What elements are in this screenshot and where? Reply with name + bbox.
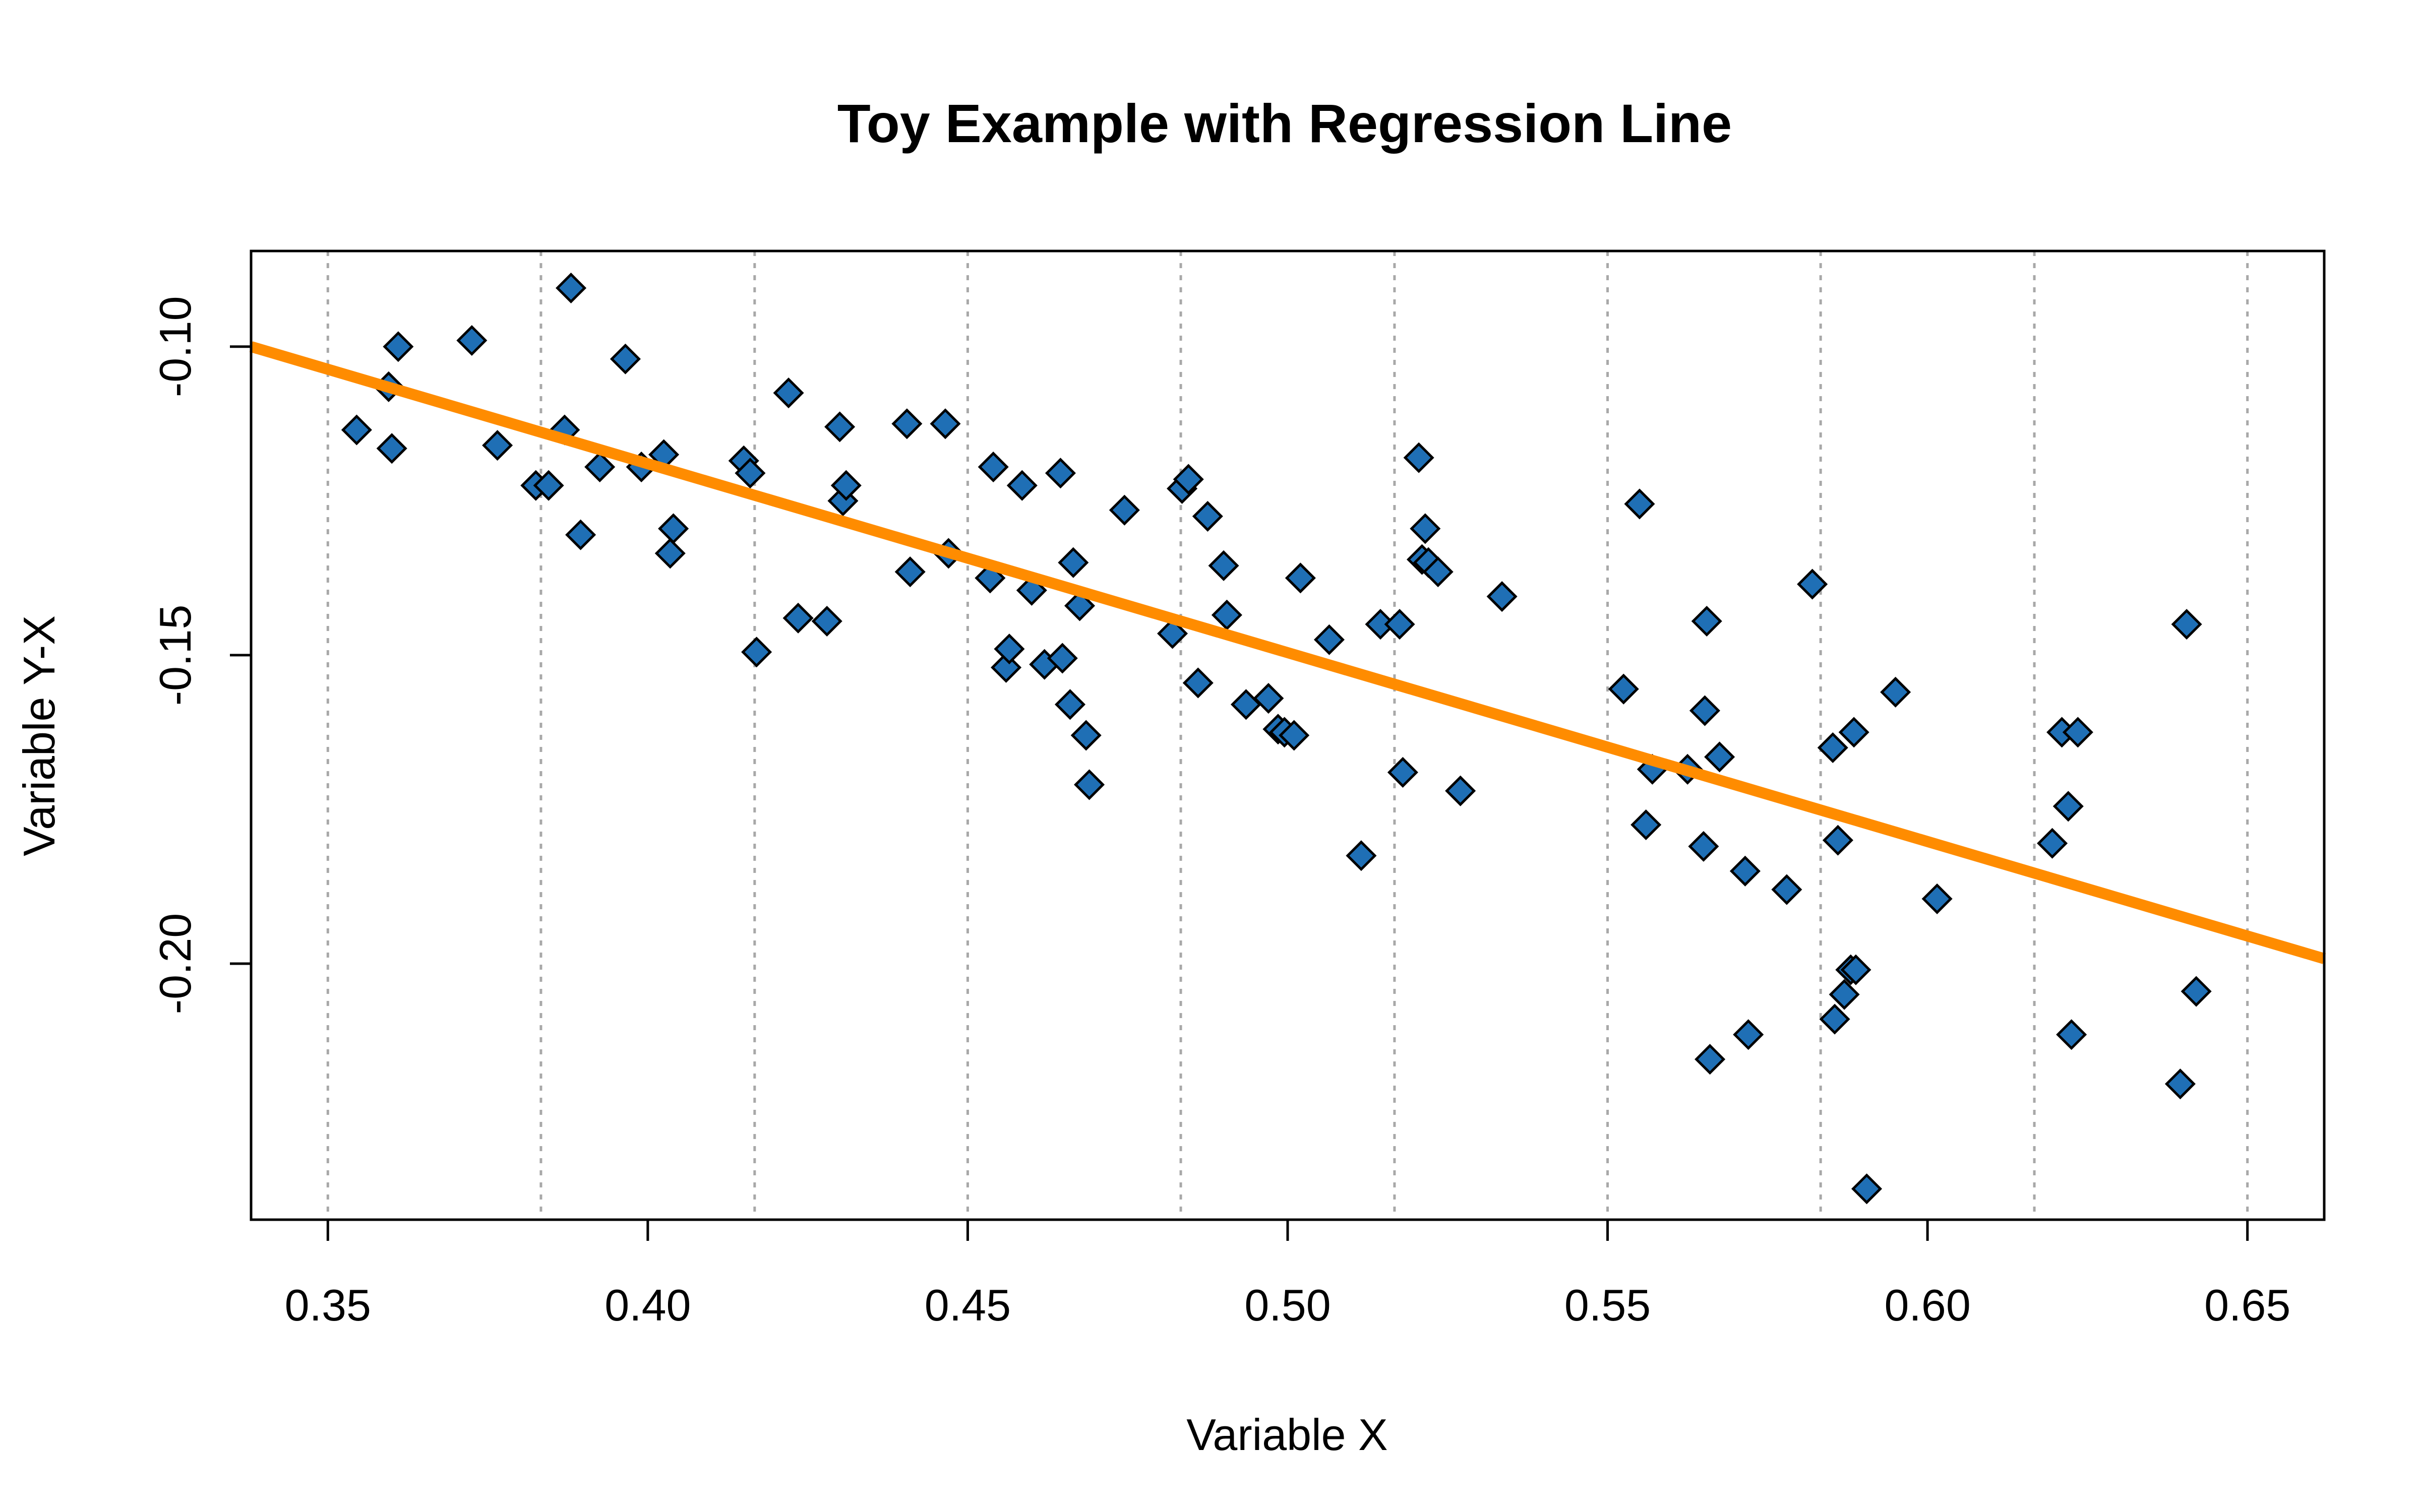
data-point — [735, 458, 766, 489]
x-tick-label: 0.40 — [604, 1280, 691, 1330]
data-point — [2062, 717, 2093, 748]
data-point — [1006, 470, 1038, 501]
data-point — [1182, 667, 1214, 699]
data-point — [830, 470, 862, 501]
data-point — [1058, 547, 1089, 578]
data-point — [1486, 581, 1518, 612]
x-axis: 0.35 0.40 0.45 0.50 0.55 0.60 0.65 — [285, 1218, 2290, 1330]
data-point — [341, 414, 372, 446]
data-point — [1422, 556, 1454, 588]
data-point — [1608, 673, 1639, 705]
data-point — [1074, 769, 1105, 800]
data-point — [2181, 976, 2212, 1007]
data-point — [376, 433, 407, 464]
data-point — [1346, 840, 1377, 871]
data-point — [891, 408, 923, 439]
data-point — [741, 637, 772, 668]
vertical-gridlines — [326, 251, 2249, 1220]
data-point — [1279, 720, 1310, 751]
data-point — [1403, 442, 1434, 473]
regression-line — [249, 341, 2326, 964]
data-point — [1688, 831, 1719, 862]
y-axis: -0.10 -0.15 -0.20 — [150, 296, 253, 1015]
data-point — [1838, 717, 1869, 748]
data-point — [1733, 1019, 1764, 1050]
regression-line-group — [249, 341, 2326, 964]
x-tick-label: 0.45 — [925, 1280, 1011, 1330]
x-tick-label: 0.65 — [2204, 1280, 2290, 1330]
data-point — [1410, 513, 1441, 544]
data-point — [930, 408, 961, 439]
data-point — [1851, 1173, 1883, 1205]
data-point — [1109, 494, 1140, 526]
data-point — [1822, 825, 1853, 856]
x-tick-label: 0.55 — [1564, 1280, 1651, 1330]
data-point — [565, 519, 596, 550]
data-point — [2037, 828, 2068, 859]
data-point — [584, 451, 616, 483]
data-point — [1704, 741, 1735, 773]
data-point — [1630, 809, 1662, 841]
data-point — [1313, 624, 1345, 655]
data-point — [1253, 683, 1284, 714]
data-point — [482, 430, 513, 461]
y-tick-label: -0.20 — [150, 913, 200, 1015]
data-point — [1208, 550, 1239, 581]
data-point — [1771, 874, 1802, 905]
data-point — [1047, 643, 1078, 674]
data-point — [456, 325, 488, 356]
y-tick-label: -0.15 — [150, 605, 200, 706]
data-point — [1211, 599, 1242, 631]
data-point — [782, 602, 814, 634]
data-point — [1689, 695, 1721, 726]
data-point — [1819, 1003, 1850, 1035]
y-tick-label: -0.10 — [150, 296, 200, 397]
data-point — [1070, 720, 1102, 751]
data-point — [1192, 500, 1223, 532]
data-point — [533, 470, 564, 501]
data-point — [894, 556, 926, 588]
x-tick-label: 0.60 — [1884, 1280, 1970, 1330]
data-point — [654, 538, 686, 569]
data-point — [773, 377, 804, 409]
y-axis-label: Variable Y-X — [14, 615, 64, 856]
x-tick-label: 0.35 — [285, 1280, 371, 1330]
data-point — [2052, 791, 2084, 822]
x-axis-label: Variable X — [1186, 1410, 1387, 1460]
data-point — [2171, 609, 2202, 640]
data-point — [1624, 488, 1655, 520]
data-point — [811, 605, 842, 637]
data-point — [1157, 618, 1188, 649]
x-tick-label: 0.50 — [1244, 1280, 1330, 1330]
data-point — [1445, 775, 1476, 806]
data-point — [1054, 689, 1086, 720]
data-point — [1285, 562, 1316, 594]
data-point — [1797, 569, 1828, 600]
data-point — [1880, 676, 1911, 708]
data-point — [610, 343, 641, 374]
data-point — [1695, 1044, 1726, 1075]
data-point — [978, 451, 1009, 483]
data-point — [556, 272, 587, 303]
data-point — [1817, 732, 1848, 764]
data-point — [994, 634, 1025, 665]
data-point — [1045, 458, 1076, 489]
data-point — [383, 331, 414, 362]
data-point — [1384, 609, 1415, 640]
data-point — [824, 411, 856, 443]
data-point — [2164, 1068, 2196, 1100]
data-point — [1829, 979, 1860, 1010]
data-point — [1691, 605, 1722, 637]
data-point — [2056, 1019, 2087, 1050]
data-point — [1173, 464, 1204, 495]
data-point — [658, 513, 689, 544]
data-point — [1387, 757, 1418, 788]
data-point — [1840, 954, 1871, 985]
data-point — [1921, 883, 1953, 914]
data-point — [1729, 855, 1761, 887]
chart-title: Toy Example with Regression Line — [837, 93, 1732, 154]
